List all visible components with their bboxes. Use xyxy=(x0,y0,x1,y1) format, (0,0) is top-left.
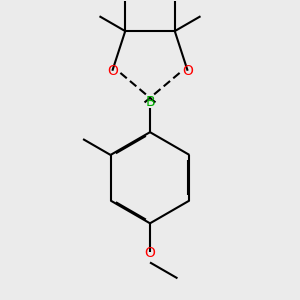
Text: O: O xyxy=(145,246,155,260)
Text: O: O xyxy=(182,64,193,78)
Text: O: O xyxy=(107,64,118,78)
Text: B: B xyxy=(145,95,155,110)
